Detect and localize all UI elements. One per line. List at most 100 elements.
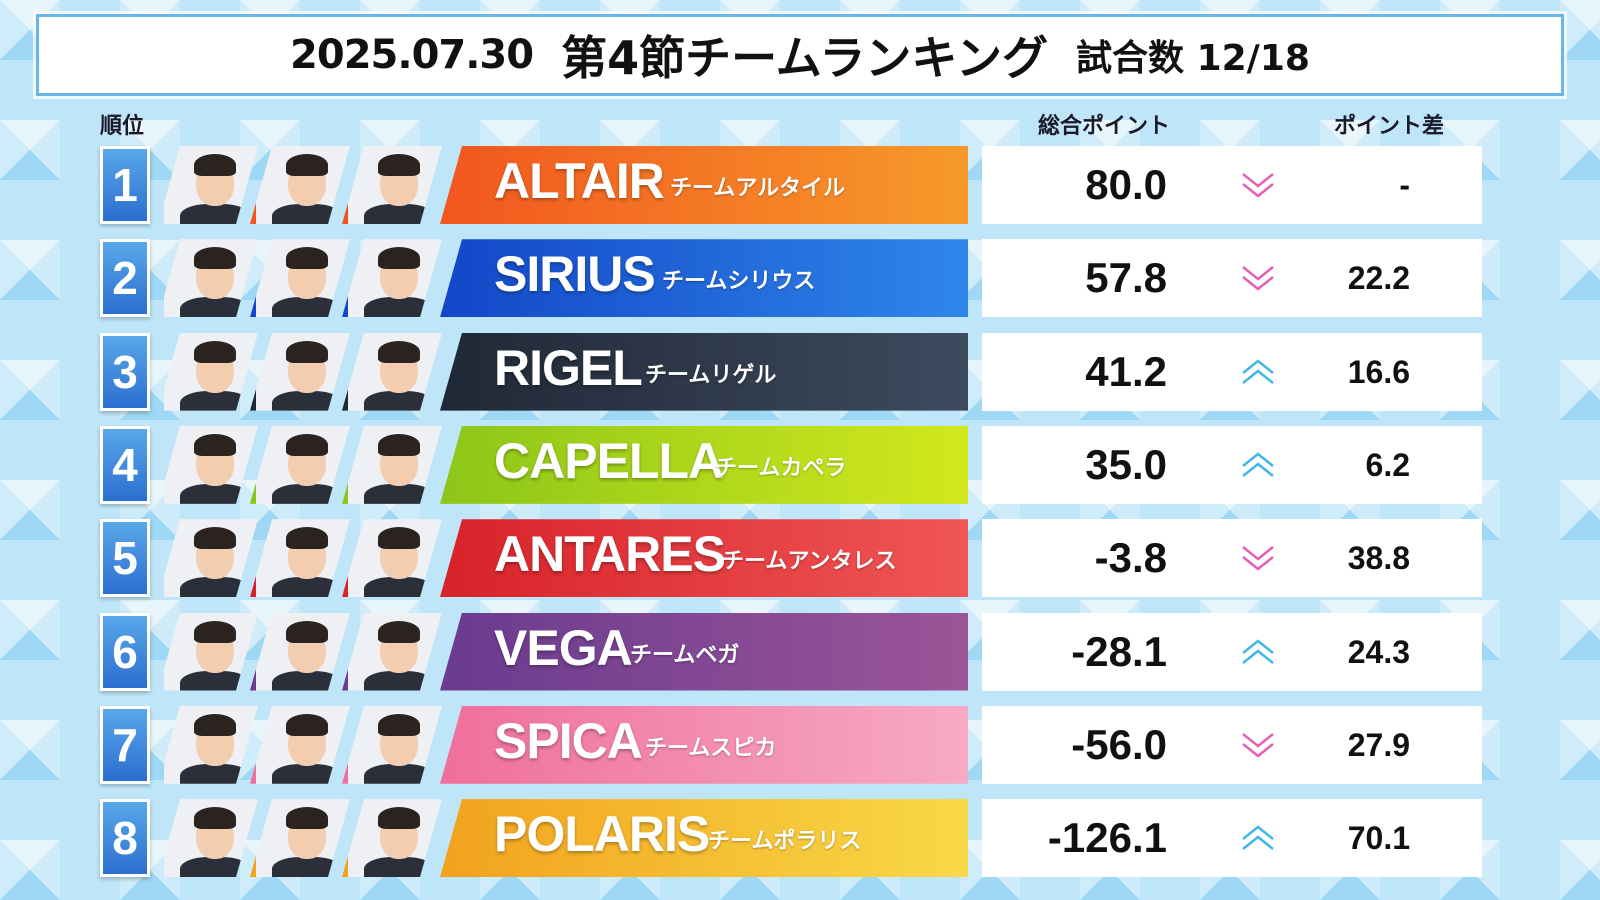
- chevron-up-icon: [1242, 825, 1274, 851]
- player-photo: [164, 519, 258, 598]
- player-body: [180, 483, 250, 504]
- player-hair: [286, 807, 328, 830]
- team-japanese-name: チームシリウス: [662, 269, 816, 295]
- player-hair: [194, 154, 236, 176]
- player-body: [180, 670, 250, 691]
- player-photos: [164, 612, 464, 691]
- player-body: [364, 670, 434, 691]
- player-photo: [342, 146, 442, 224]
- player-photo: [250, 799, 350, 878]
- chevron-up-icon: [1242, 452, 1274, 477]
- team-japanese-name: チームスピカ: [645, 735, 777, 761]
- player-photo: [164, 332, 258, 411]
- total-points: -56.0: [1071, 720, 1167, 768]
- rank-badge: 4: [100, 425, 150, 504]
- team-name: SPICA: [494, 712, 643, 769]
- team-band: SIRIUS チームシリウス: [164, 239, 968, 318]
- player-hair: [286, 247, 328, 270]
- score-box: 57.8 22.2: [982, 239, 1482, 318]
- player-photo: [250, 239, 350, 318]
- team-band: ANTARES チームアンタレス: [164, 519, 968, 598]
- chevron-down-icon: [1242, 546, 1274, 571]
- player-photo: [164, 612, 258, 691]
- rank-badge: 8: [100, 799, 150, 878]
- player-hair: [286, 340, 328, 363]
- player-body: [272, 297, 342, 318]
- player-hair: [194, 713, 236, 736]
- table-row: 4: [0, 425, 1600, 504]
- team-japanese-name: チームベガ: [630, 642, 740, 668]
- table-row: 6: [0, 612, 1600, 691]
- player-photo: [164, 705, 258, 784]
- player-body: [364, 390, 434, 411]
- table-row: 5: [0, 519, 1600, 598]
- player-photos: [164, 705, 464, 784]
- player-photo: [342, 612, 442, 691]
- points-diff-column-header: ポイント差: [1334, 114, 1445, 139]
- player-hair: [378, 527, 420, 550]
- player-hair: [378, 340, 420, 363]
- total-points: -3.8: [1094, 534, 1167, 582]
- team-band: ALTAIR チームアルタイル: [164, 146, 968, 224]
- total-points: -28.1: [1071, 627, 1167, 675]
- table-row: 2: [0, 239, 1600, 318]
- score-box: -28.1 24.3: [982, 612, 1482, 691]
- total-points-column-header: 総合ポイント: [1038, 114, 1171, 139]
- player-photos: [164, 146, 464, 224]
- player-photos: [164, 239, 464, 318]
- rank-badge: 1: [100, 146, 150, 224]
- player-body: [272, 390, 342, 411]
- table-row: 1: [0, 146, 1600, 224]
- player-body: [180, 763, 250, 784]
- score-box: -126.1 70.1: [982, 799, 1482, 878]
- team-band: CAPELLA チームカペラ: [164, 425, 968, 504]
- player-photo: [342, 332, 442, 411]
- player-hair: [194, 433, 236, 456]
- player-photos: [164, 332, 464, 411]
- player-photo: [250, 612, 350, 691]
- score-box: 80.0 -: [982, 146, 1482, 224]
- chevron-down-icon: [1242, 732, 1274, 758]
- player-photo: [250, 425, 350, 504]
- player-hair: [378, 807, 420, 830]
- player-body: [272, 483, 342, 504]
- points-diff: 22.2: [1347, 260, 1410, 297]
- player-hair: [286, 433, 328, 456]
- player-body: [272, 857, 342, 878]
- team-color-band: [440, 612, 968, 691]
- team-color-band: [440, 146, 968, 224]
- rank-column-header: 順位: [100, 114, 145, 139]
- player-hair: [378, 154, 420, 176]
- player-photo: [342, 799, 442, 878]
- player-photo: [250, 705, 350, 784]
- player-hair: [194, 247, 236, 270]
- team-japanese-name: チームポラリス: [708, 829, 862, 855]
- team-name: CAPELLA: [494, 432, 724, 489]
- score-box: 41.2 16.6: [982, 332, 1482, 411]
- chevron-down-icon: [1242, 266, 1274, 291]
- score-box: 35.0 6.2: [982, 425, 1482, 504]
- player-body: [364, 763, 434, 784]
- player-hair: [194, 620, 236, 643]
- player-photo: [164, 425, 258, 504]
- points-diff: -: [1399, 167, 1410, 203]
- page-title: 第4節チームランキング: [561, 31, 1049, 85]
- player-photo: [164, 799, 258, 878]
- team-name: POLARIS: [494, 806, 710, 863]
- player-photos: [164, 425, 464, 504]
- player-photo: [250, 146, 350, 224]
- player-hair: [286, 154, 328, 176]
- team-name: VEGA: [494, 619, 633, 676]
- player-photo: [342, 239, 442, 318]
- points-diff: 70.1: [1347, 820, 1410, 857]
- player-body: [364, 204, 434, 224]
- player-photo: [342, 519, 442, 598]
- title-date: 2025.07.30: [290, 32, 534, 78]
- team-japanese-name: チームカペラ: [715, 455, 847, 481]
- player-hair: [286, 527, 328, 550]
- player-hair: [378, 620, 420, 643]
- team-color-band: [440, 332, 968, 411]
- team-name: ANTARES: [494, 526, 726, 583]
- title-bar: 2025.07.30 第4節チームランキング 試合数 12/18: [36, 14, 1564, 96]
- rank-badge: 6: [100, 612, 150, 691]
